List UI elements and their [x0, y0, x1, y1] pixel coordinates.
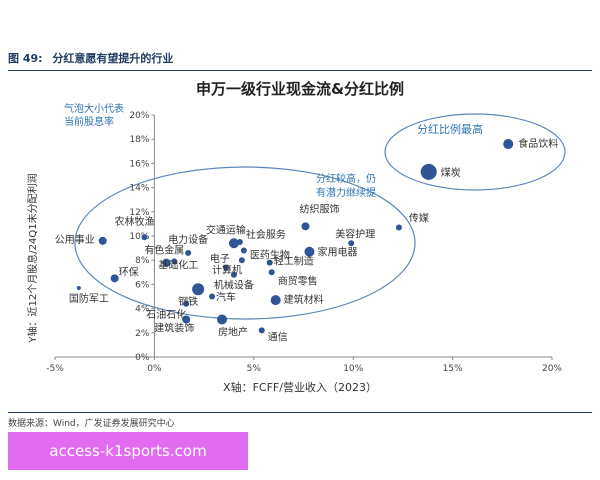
point-label: 商贸零售 — [278, 274, 318, 287]
point-label: 公用事业 — [55, 233, 95, 246]
x-tick-label: -5% — [46, 364, 64, 374]
data-point — [185, 249, 192, 256]
data-point — [238, 257, 245, 264]
point-label: 汽车 — [216, 291, 236, 304]
point-label: 环保 — [119, 265, 139, 278]
x-tick-label: 0% — [147, 364, 162, 374]
point-label: 煤炭 — [441, 166, 461, 179]
point-label: 通信 — [268, 331, 288, 343]
point-label: 美容护理 — [335, 227, 375, 240]
point-label: 电力设备 — [168, 233, 208, 246]
y-tick-label: 6% — [135, 280, 150, 290]
y-tick-label: 2% — [135, 329, 150, 339]
point-label: 有色金属 — [144, 244, 184, 257]
data-point — [268, 269, 275, 276]
x-tick-label: 15% — [443, 364, 463, 374]
point-label: 家用电器 — [317, 246, 357, 259]
y-tick-label: 0% — [135, 353, 150, 363]
figure-header: 图 49: 分红意愿有望提升的行业 — [8, 48, 592, 71]
data-point — [228, 238, 239, 249]
y-tick-label: 12% — [129, 208, 149, 218]
x-tick-label: 10% — [343, 364, 363, 374]
annotation-middle-line2: 有潜力继续提 — [316, 186, 376, 199]
point-label: 国防军工 — [69, 292, 109, 305]
highlight-ellipse-middle — [74, 166, 416, 320]
data-point — [110, 274, 119, 283]
figure-caption: 分红意愿有望提升的行业 — [52, 52, 174, 65]
data-point — [503, 139, 514, 150]
point-label: 计算机 — [212, 263, 242, 276]
data-point — [420, 163, 437, 180]
chart-title: 申万一级行业现金流&分红比例 — [196, 80, 404, 98]
y-tick-label: 10% — [129, 232, 149, 242]
highlight-ellipse-top — [384, 113, 566, 191]
point-label: 社会服务 — [246, 228, 286, 241]
y-tick-label: 18% — [129, 135, 149, 145]
data-point — [348, 240, 355, 247]
y-tick-label: 20% — [129, 111, 149, 121]
point-label: 纺织服饰 — [299, 202, 339, 215]
y-tick-label: 16% — [129, 159, 149, 169]
point-label: 医药生物 — [250, 249, 290, 262]
point-label: 交通运输 — [206, 223, 246, 236]
data-point — [76, 286, 81, 291]
figure-number: 图 49: — [8, 52, 43, 65]
data-point — [395, 224, 402, 231]
y-axis-label: Y轴：近12个月股息/24Q1未分配利润 — [26, 173, 39, 343]
data-point — [162, 258, 171, 267]
y-tick-label: 4% — [135, 305, 150, 315]
y-tick-label: 14% — [129, 184, 149, 194]
point-label: 传媒 — [409, 213, 429, 225]
data-point — [230, 271, 237, 278]
data-point — [216, 314, 227, 325]
data-point — [171, 258, 178, 265]
point-label: 石油石化 — [146, 308, 186, 321]
point-label: 建筑材料 — [284, 293, 324, 306]
data-point — [209, 293, 216, 300]
data-point — [222, 264, 229, 271]
annotation-middle-line1: 分红较高，仍 — [316, 172, 376, 185]
watermark-banner[interactable]: access-k1sports.com — [8, 432, 248, 470]
point-label: 房地产 — [218, 325, 248, 338]
data-point — [183, 300, 190, 307]
data-point — [266, 259, 273, 266]
point-label: 钢铁 — [178, 295, 198, 308]
point-label: 电子 — [210, 252, 230, 265]
data-point — [98, 236, 107, 245]
point-label: 建筑装饰 — [154, 321, 194, 334]
x-axis-label: X轴：FCFF/营业收入（2023） — [223, 380, 377, 394]
annotation-top: 分红比例最高 — [417, 122, 483, 136]
data-point — [240, 247, 247, 254]
data-point — [270, 295, 281, 306]
point-label: 农林牧渔 — [114, 215, 154, 228]
point-label: 轻工制造 — [274, 255, 314, 268]
point-label: 机械设备 — [214, 279, 254, 292]
data-point — [192, 283, 205, 296]
x-tick-label: 20% — [542, 364, 562, 374]
data-point — [141, 234, 148, 241]
y-tick-label: 8% — [135, 256, 150, 266]
data-point — [258, 327, 265, 334]
source-note: 数据来源：Wind，广发证券发展研究中心 — [8, 412, 592, 429]
point-label: 食品饮料 — [518, 137, 558, 150]
x-tick-label: 5% — [247, 364, 262, 374]
point-label: 基础化工 — [158, 258, 198, 271]
data-point — [304, 246, 315, 257]
data-point — [301, 222, 310, 231]
bubble-size-note: 气泡大小代表当前股息率 — [64, 102, 124, 128]
data-point — [182, 315, 191, 324]
